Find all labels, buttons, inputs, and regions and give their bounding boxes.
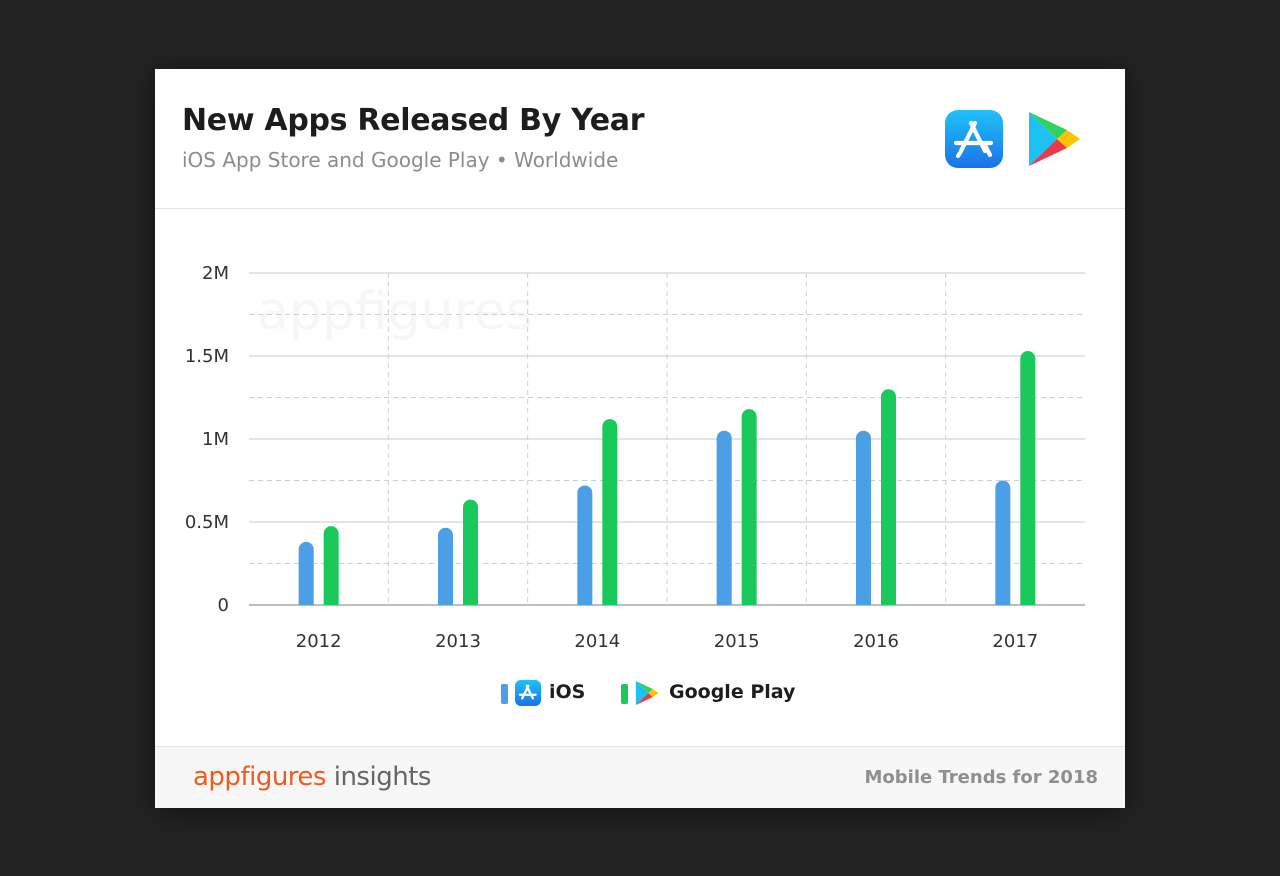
y-tick-label: 0 [218, 595, 229, 616]
x-tick-label: 2015 [714, 631, 760, 652]
chart-subtitle: iOS App Store and Google Play • Worldwid… [182, 148, 619, 172]
footer-report-title: Mobile Trends for 2018 [864, 767, 1098, 788]
watermark: appfigures [257, 282, 533, 342]
chart-footer: appfigures insights Mobile Trends for 20… [155, 746, 1125, 808]
bar-ios [716, 430, 732, 605]
chart-title: New Apps Released By Year [182, 103, 645, 138]
y-tick-label: 1M [202, 429, 229, 450]
chart-header: New Apps Released By Year iOS App Store … [155, 69, 1125, 209]
legend-swatch-ios [501, 684, 508, 704]
brand-logo: appfigures insights [193, 762, 431, 792]
chart-card: New Apps Released By Year iOS App Store … [155, 69, 1125, 808]
bar-google-play [741, 409, 757, 605]
chart-legend: iOS Google Play [155, 677, 1125, 709]
bar-google-play [1020, 351, 1036, 605]
x-tick-label: 2016 [853, 631, 899, 652]
brand-name: appfigures [193, 762, 326, 792]
legend-swatch-google-play [621, 684, 628, 704]
x-tick-label: 2012 [296, 631, 342, 652]
brand-suffix: insights [325, 762, 432, 792]
bar-ios [298, 541, 314, 605]
bar-google-play [602, 419, 618, 605]
x-tick-label: 2017 [992, 631, 1038, 652]
app-store-icon [945, 110, 1003, 168]
x-tick-label: 2013 [435, 631, 481, 652]
bar-ios [438, 527, 453, 605]
bar-ios [577, 485, 593, 605]
bar-ios [856, 430, 871, 605]
bar-ios [995, 480, 1011, 605]
y-tick-label: 1.5M [185, 346, 229, 367]
google-play-icon [1029, 112, 1080, 166]
legend-app-store-icon [515, 680, 541, 706]
legend-label-ios: iOS [549, 681, 586, 703]
x-tick-label: 2014 [574, 631, 620, 652]
y-tick-label: 0.5M [185, 512, 229, 533]
y-tick-label: 2M [202, 263, 229, 284]
bar-google-play [881, 389, 896, 605]
legend-google-play-icon [635, 681, 659, 705]
bar-google-play [463, 499, 478, 605]
bar-chart: appfigures 0 0.5M 1M 1.5M 2M 2012 2013 2014 2015 2… [185, 263, 1085, 652]
legend-label-google-play: Google Play [669, 681, 796, 703]
bar-google-play [323, 526, 339, 605]
